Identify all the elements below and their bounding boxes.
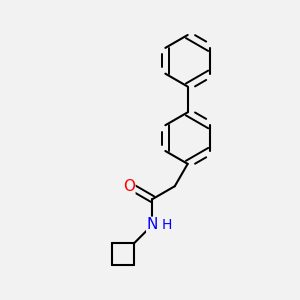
Text: O: O: [123, 179, 135, 194]
Text: N: N: [147, 218, 158, 232]
Text: H: H: [161, 218, 172, 232]
